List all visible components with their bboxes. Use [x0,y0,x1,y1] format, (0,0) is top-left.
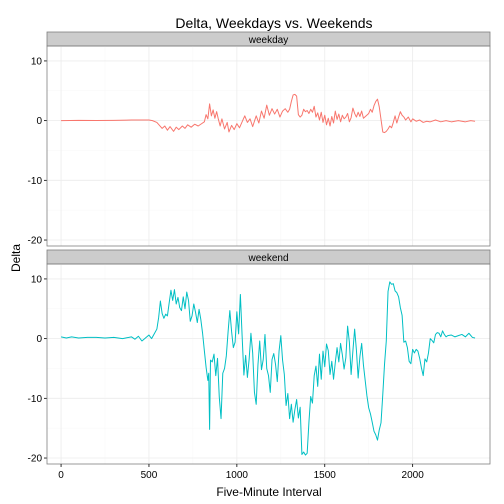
series-line-weekend [60,281,476,456]
panel-border-weekend [46,263,491,465]
y-tick-label: 0 [36,334,42,345]
series-weekend [60,281,476,456]
x-tick-label: 1500 [314,470,337,481]
chart-title: Delta, Weekdays vs. Weekends [175,15,372,31]
facet-strip-label-weekend: weekend [247,253,288,264]
facet-strip-label-weekday: weekday [248,35,288,46]
y-tick-label: 10 [31,56,43,67]
facet-panel-weekend: weekend 10 0 -10 -20 [28,249,491,465]
y-axis-ticks-weekend: 10 0 -10 -20 [28,274,47,465]
series-weekday [61,93,476,134]
x-axis-ticks: 0 500 1000 1500 2000 [58,464,424,481]
series-line-weekday [61,93,476,134]
grid-weekend [47,264,490,464]
y-tick-label: 10 [31,274,43,285]
y-axis-title: Delta [9,244,23,272]
x-tick-label: 2000 [402,470,425,481]
y-tick-label: 0 [36,116,42,127]
y-axis-ticks-weekday: 10 0 -10 -20 [28,56,47,247]
y-tick-label: -20 [28,236,43,247]
grid-weekday [47,46,490,246]
facet-panel-weekday: weekday 10 0 -10 -20 [28,31,491,247]
x-tick-label: 1000 [226,470,249,481]
y-tick-label: -20 [28,454,43,465]
x-tick-label: 0 [58,470,64,481]
y-tick-label: -10 [28,394,43,405]
x-axis-title: Five-Minute Interval [216,485,321,499]
x-tick-label: 500 [141,470,158,481]
y-tick-label: -10 [28,176,43,187]
panel-border-weekday [46,45,491,247]
